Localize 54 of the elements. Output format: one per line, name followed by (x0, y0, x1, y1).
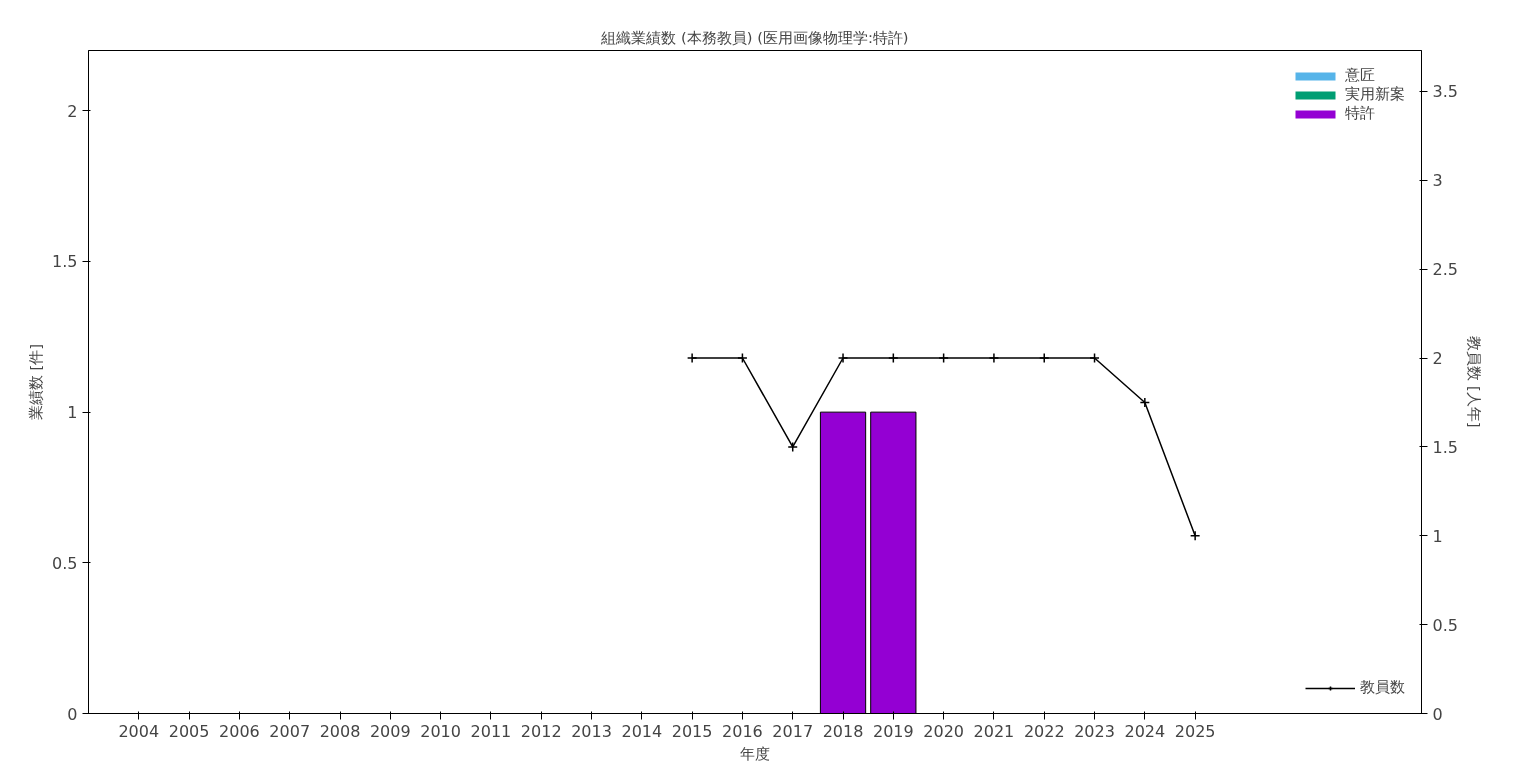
x-tick-label: 2020 (923, 721, 964, 741)
x-tick-label: 2022 (1023, 721, 1065, 741)
y-tick-label: 1 (67, 403, 78, 423)
y-axis-title: 業績数 [件] (27, 343, 45, 421)
x-tick-label: 2008 (319, 721, 361, 741)
x-tick-label: 2021 (973, 721, 1015, 741)
x-tick-label: 2015 (671, 721, 713, 741)
legend-label: 教員数 (1360, 678, 1405, 697)
y2-tick-label: 0 (1432, 704, 1443, 724)
x-tick-label: 2009 (369, 721, 411, 741)
x-tick-label: 2013 (571, 721, 612, 741)
x-tick-label: 2004 (118, 721, 160, 741)
legend-label: 意匠 (1345, 66, 1375, 85)
x-tick-label: 2017 (772, 721, 814, 741)
y-tick-label: 1.5 (52, 252, 78, 272)
x-tick-label: 2005 (168, 721, 210, 741)
x-tick-label: 2007 (269, 721, 311, 741)
point (1139, 397, 1151, 408)
legend-label: 実用新案 (1345, 85, 1405, 104)
point (1038, 352, 1050, 364)
point (938, 352, 949, 364)
x-tick-label: 2018 (822, 721, 864, 741)
y-tick-label: 0.5 (52, 553, 78, 573)
y2-tick-label: 3 (1432, 171, 1443, 191)
point (837, 352, 849, 364)
chart-title: 組織業績数 (本務教員) (医用画像物理学:特許) (600, 28, 909, 46)
point (888, 352, 899, 364)
x-tick-label: 2012 (520, 721, 562, 741)
x-tick-label: 2006 (219, 721, 260, 741)
y-tick-label: 2 (67, 101, 78, 121)
x-tick-label: 2016 (722, 721, 763, 741)
legend-label: 特許 (1345, 104, 1375, 123)
x-tick-label: 2014 (621, 721, 663, 741)
point (737, 352, 748, 364)
x-tick-label: 2025 (1174, 721, 1216, 741)
x-tick-label: 2011 (470, 721, 512, 741)
point (988, 352, 1000, 364)
y2-axis-title: 教員数 [人年] (1465, 336, 1483, 428)
y2-tick-label: 0.5 (1432, 615, 1458, 635)
point (1089, 352, 1100, 364)
y2-tick-label: 1 (1432, 526, 1443, 546)
x-tick-label: 2024 (1124, 721, 1166, 741)
point (787, 441, 798, 453)
point (1189, 530, 1201, 541)
y2-tick-label: 2.5 (1432, 260, 1458, 280)
x-axis-title: 年度 (740, 744, 770, 762)
x-tick-label: 2023 (1074, 721, 1115, 741)
y2-tick-label: 2 (1432, 349, 1443, 368)
y2-tick-label: 1.5 (1432, 437, 1458, 457)
y-tick-label: 0 (67, 704, 78, 724)
x-tick-label: 2019 (872, 721, 914, 741)
x-tick-label: 2010 (420, 721, 461, 741)
y2-tick-label: 3.5 (1432, 82, 1458, 102)
point (686, 352, 698, 364)
